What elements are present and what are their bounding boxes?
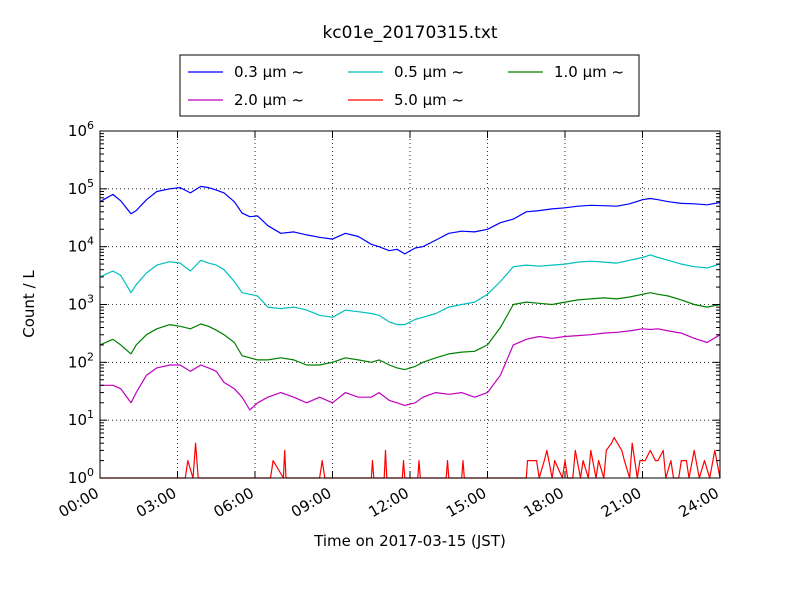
legend-label: 5.0 µm ~	[394, 91, 464, 109]
legend-label: 0.5 µm ~	[394, 63, 464, 81]
plot-series	[99, 185, 721, 479]
legend-label: 0.3 µm ~	[234, 63, 304, 81]
y-tick-label: 100	[68, 466, 94, 487]
y-tick-label: 106	[68, 119, 94, 140]
grid	[100, 131, 720, 478]
legend-label: 2.0 µm ~	[234, 91, 304, 109]
series-line-5	[100, 437, 721, 479]
legend-label: 1.0 µm ~	[554, 63, 624, 81]
series-line-2	[99, 254, 721, 326]
y-axis: 100 101 102 103 104 105 106	[68, 119, 720, 487]
y-tick-label: 105	[68, 177, 94, 198]
legend: 0.3 µm ~ 0.5 µm ~ 1.0 µm ~ 2.0 µm ~ 5.0 µm ~	[179, 54, 640, 117]
y-axis-label: Count / L	[20, 270, 38, 338]
y-tick-label: 102	[68, 350, 94, 371]
series-line-1	[99, 185, 721, 255]
y-tick-label: 103	[68, 293, 94, 314]
y-tick-label: 101	[68, 408, 94, 429]
series-line-4	[100, 328, 721, 411]
chart-title: kc01e_20170315.txt	[322, 23, 497, 43]
legend-box	[179, 54, 640, 117]
x-axis-label: Time on 2017-03-15 (JST)	[313, 532, 506, 550]
series-line-3	[99, 292, 721, 371]
y-tick-label: 104	[68, 235, 94, 256]
